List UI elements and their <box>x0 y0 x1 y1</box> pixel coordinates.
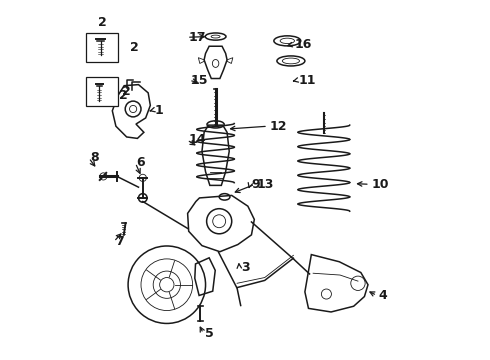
Text: 3: 3 <box>241 261 249 274</box>
Text: 17: 17 <box>188 31 206 44</box>
Text: 7: 7 <box>115 235 124 248</box>
Text: 2: 2 <box>119 89 127 102</box>
Text: 15: 15 <box>191 74 208 87</box>
Text: 5: 5 <box>205 327 214 340</box>
Text: 10: 10 <box>371 178 389 191</box>
Bar <box>87 33 118 62</box>
Text: 2: 2 <box>122 85 130 98</box>
Text: 9: 9 <box>251 178 260 191</box>
Text: 4: 4 <box>378 289 387 302</box>
Text: 6: 6 <box>137 156 146 169</box>
Text: 14: 14 <box>188 133 206 146</box>
Text: 8: 8 <box>90 151 98 164</box>
Text: 2: 2 <box>98 17 107 30</box>
Text: 12: 12 <box>270 120 287 133</box>
Text: 11: 11 <box>298 74 316 87</box>
Bar <box>87 77 118 107</box>
Text: 16: 16 <box>294 38 312 51</box>
Text: 2: 2 <box>129 41 138 54</box>
Text: 13: 13 <box>256 178 274 191</box>
Text: 1: 1 <box>155 104 163 117</box>
